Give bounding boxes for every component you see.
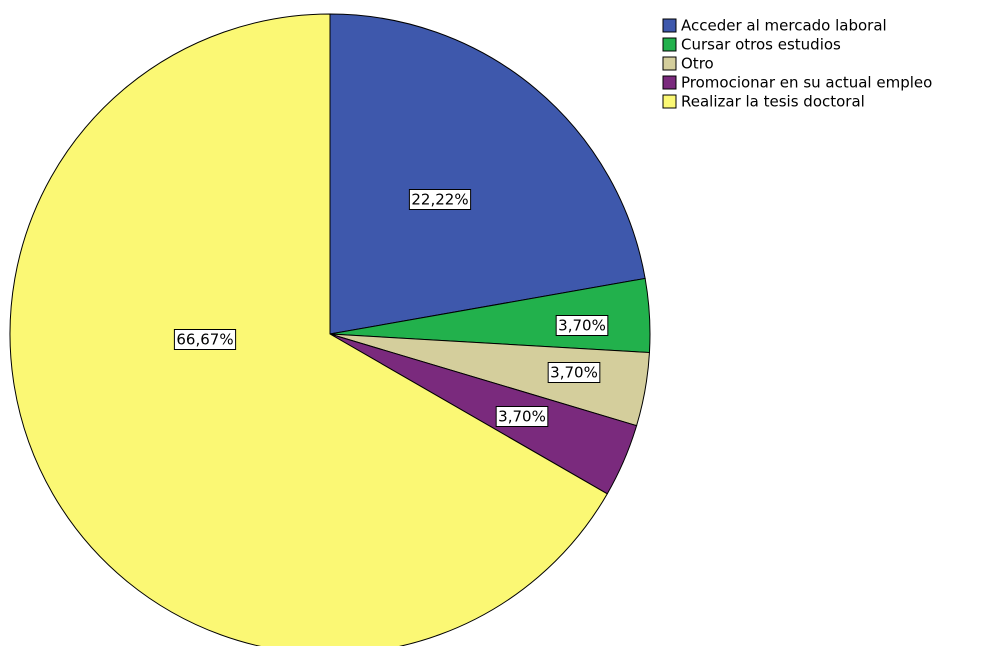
data-label: 3,70% xyxy=(498,408,546,426)
legend-swatch xyxy=(662,56,677,71)
legend-label: Realizar la tesis doctoral xyxy=(681,93,865,111)
pie-slice xyxy=(9,13,608,646)
data-label-box xyxy=(547,362,601,383)
data-label: 3,70% xyxy=(558,317,606,335)
data-label-box xyxy=(173,329,237,350)
legend-label: Otro xyxy=(681,55,714,73)
legend-swatch xyxy=(662,18,677,33)
pie xyxy=(9,13,651,646)
legend-label: Cursar otros estudios xyxy=(681,36,841,54)
data-labels: 22,22% 3,70% 3,70% 3,70% 66,67% xyxy=(173,189,609,427)
data-label-box xyxy=(555,315,609,336)
legend-swatch xyxy=(662,37,677,52)
legend-swatch xyxy=(662,94,677,109)
data-label: 3,70% xyxy=(550,364,598,382)
data-label: 66,67% xyxy=(176,331,233,349)
data-label-box xyxy=(495,406,549,427)
pie-slice xyxy=(329,13,646,335)
data-label: 22,22% xyxy=(411,191,468,209)
legend-swatch xyxy=(662,75,677,90)
data-label-box xyxy=(408,189,472,210)
legend-label: Promocionar en su actual empleo xyxy=(681,74,932,92)
legend-label: Acceder al mercado laboral xyxy=(681,17,887,35)
